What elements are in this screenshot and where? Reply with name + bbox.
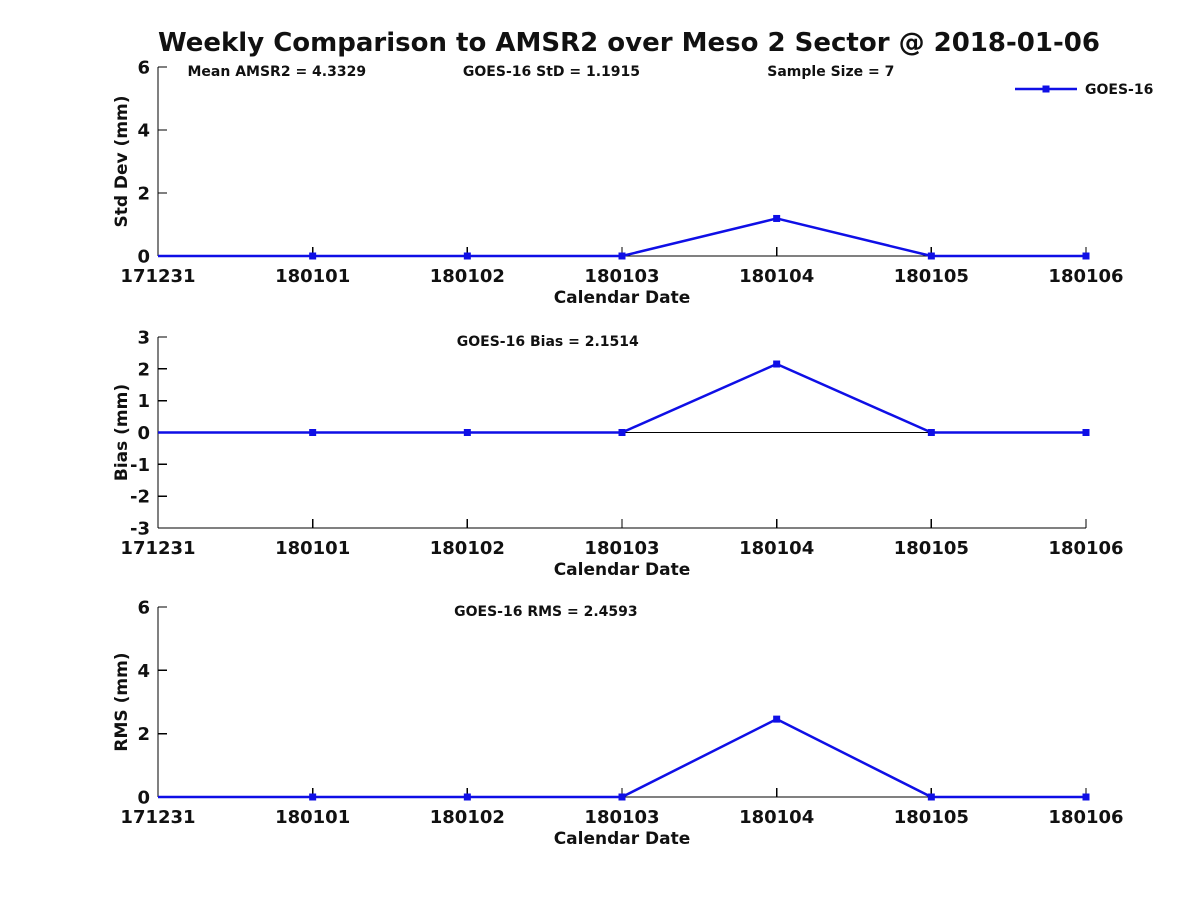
y-tick-label: -1 xyxy=(130,455,150,476)
y-tick-label: -3 xyxy=(130,519,150,540)
x-tick-label: 180106 xyxy=(1048,538,1123,559)
x-tick-label: 180106 xyxy=(1048,807,1123,828)
y-tick-label: 0 xyxy=(137,247,150,268)
std-dev-chart: 0 2 4 6 171231 180101 180102 180103 180104 180105… xyxy=(0,55,1200,325)
y-tick-label: 0 xyxy=(137,788,150,809)
data-line xyxy=(158,717,1086,799)
data-point-marker xyxy=(463,793,471,801)
x-tick-label: 180103 xyxy=(584,538,659,559)
data-point-marker xyxy=(309,252,317,260)
x-tick-label: 180102 xyxy=(430,266,505,287)
annotation: Sample Size = 7 xyxy=(767,64,894,80)
x-tick-label: 171231 xyxy=(120,266,195,287)
data-point-marker xyxy=(927,252,935,260)
x-tick-label: 180103 xyxy=(584,807,659,828)
data-point-marker xyxy=(773,715,781,723)
x-tick-label: 180104 xyxy=(739,266,814,287)
annotation: Mean AMSR2 = 4.3329 xyxy=(187,64,366,80)
x-tick-label: 180104 xyxy=(739,538,814,559)
figure-title: Weekly Comparison to AMSR2 over Meso 2 S… xyxy=(158,28,1100,58)
bias-chart: -3 -2 -1 0 1 2 3 171231 180101 180102 180103 180104… xyxy=(0,325,1200,595)
data-point-marker xyxy=(1082,252,1090,260)
x-tick-label: 180105 xyxy=(894,538,969,559)
y-tick-label: 4 xyxy=(137,121,150,142)
data-point-marker xyxy=(463,252,471,260)
data-point-marker xyxy=(1082,429,1090,436)
data-point-marker xyxy=(773,214,781,222)
y-tick-label: 4 xyxy=(137,661,150,682)
y-axis-label: RMS (mm) xyxy=(112,652,132,751)
data-point-marker xyxy=(618,793,626,801)
x-axis-label: Calendar Date xyxy=(554,829,691,849)
std-dev-plot: 0 2 4 6 171231 180101 180102 180103 180104 180105… xyxy=(112,58,1153,309)
data-point-marker xyxy=(927,793,935,801)
data-point-marker xyxy=(618,252,626,260)
x-tick-label: 180101 xyxy=(275,807,350,828)
y-tick-label: 2 xyxy=(137,724,150,745)
x-tick-label: 180103 xyxy=(584,266,659,287)
x-tick-label: 180106 xyxy=(1048,266,1123,287)
y-tick-label: 6 xyxy=(137,58,150,79)
y-tick-label: 6 xyxy=(137,598,150,619)
x-tick-label: 180104 xyxy=(739,807,814,828)
annotation: GOES-16 RMS = 2.4593 xyxy=(454,604,638,620)
data-point-marker xyxy=(1082,793,1090,801)
annotation: GOES-16 Bias = 2.1514 xyxy=(457,334,639,350)
x-tick-label: 171231 xyxy=(120,538,195,559)
x-tick-label: 180105 xyxy=(894,807,969,828)
x-tick-label: 180102 xyxy=(430,538,505,559)
x-tick-label: 180105 xyxy=(894,266,969,287)
y-tick-label: 2 xyxy=(137,184,150,205)
y-tick-label: 0 xyxy=(137,423,150,444)
data-line xyxy=(158,362,1086,434)
x-axis-label: Calendar Date xyxy=(554,288,691,308)
rms-plot: 0 2 4 6 171231 180101 180102 180103 180104 180105… xyxy=(112,598,1124,850)
data-point-marker xyxy=(927,429,935,436)
bias-plot: -3 -2 -1 0 1 2 3 171231 180101 180102 180103 180104… xyxy=(112,328,1124,581)
legend-marker xyxy=(1042,85,1050,93)
annotation: GOES-16 StD = 1.1915 xyxy=(463,64,640,80)
x-tick-label: 180101 xyxy=(275,538,350,559)
legend: GOES-16 xyxy=(1015,82,1153,98)
y-tick-label: -2 xyxy=(130,487,150,508)
x-axis-label: Calendar Date xyxy=(554,560,691,580)
y-axis-label: Std Dev (mm) xyxy=(112,95,132,227)
data-point-marker xyxy=(463,429,471,436)
y-tick-label: 2 xyxy=(137,359,150,380)
data-point-marker xyxy=(309,429,317,436)
x-tick-label: 180101 xyxy=(275,266,350,287)
legend-label: GOES-16 xyxy=(1085,82,1153,98)
y-tick-label: 3 xyxy=(137,328,150,349)
data-point-marker xyxy=(618,429,626,436)
y-axis-label: Bias (mm) xyxy=(112,384,132,481)
rms-chart: 0 2 4 6 171231 180101 180102 180103 180104 180105… xyxy=(0,595,1200,865)
x-tick-label: 180102 xyxy=(430,807,505,828)
y-tick-label: 1 xyxy=(137,391,150,412)
data-point-marker xyxy=(309,793,317,801)
x-tick-label: 171231 xyxy=(120,807,195,828)
data-point-marker xyxy=(773,360,781,368)
